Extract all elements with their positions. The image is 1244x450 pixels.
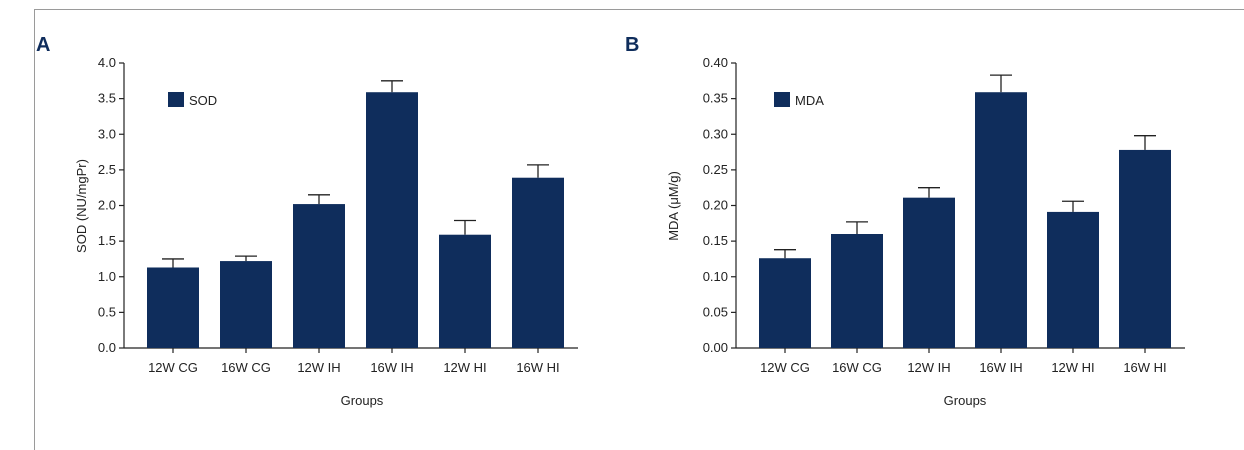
bar: [759, 258, 811, 348]
x-tick-label: 16W IH: [979, 360, 1022, 375]
y-tick-label: 1.5: [98, 233, 116, 248]
x-tick-label: 16W HI: [516, 360, 559, 375]
x-tick-label: 12W CG: [760, 360, 810, 375]
legend-label-a: SOD: [189, 93, 217, 108]
bar: [512, 177, 564, 348]
x-tick-label: 12W HI: [1051, 360, 1094, 375]
y-tick-label: 3.5: [98, 91, 116, 106]
y-tick-label: 0.5: [98, 304, 116, 319]
y-tick-label: 0.0: [98, 340, 116, 355]
y-tick-label: 3.0: [98, 126, 116, 141]
x-tick-label: 12W HI: [443, 360, 486, 375]
bar: [831, 234, 883, 348]
y-axis-title-b: MDA (μM/g): [666, 171, 681, 241]
y-tick-label: 0.25: [703, 162, 728, 177]
y-tick-label: 0.35: [703, 91, 728, 106]
x-tick-label: 16W CG: [832, 360, 882, 375]
panel-label-b: B: [625, 34, 639, 56]
y-tick-label: 0.00: [703, 340, 728, 355]
y-tick-label: 0.30: [703, 126, 728, 141]
legend-swatch-a: [168, 92, 184, 107]
x-tick-label: 12W IH: [907, 360, 950, 375]
legend-label-b: MDA: [795, 93, 824, 108]
bar: [220, 261, 272, 348]
x-tick-label: 12W CG: [148, 360, 198, 375]
x-axis-title-a: Groups: [341, 393, 384, 408]
y-tick-label: 4.0: [98, 55, 116, 70]
bar: [366, 92, 418, 349]
y-tick-label: 2.0: [98, 198, 116, 213]
chart-panel-a: A SOD (NU/mgPr) Groups SOD 0.0 0.5 1.0 1.5 2…: [36, 34, 578, 408]
bar: [903, 197, 955, 348]
bar: [293, 204, 345, 348]
frame-left-rule: [34, 9, 35, 450]
bar: [975, 92, 1027, 349]
x-tick-label: 16W CG: [221, 360, 271, 375]
legend-swatch-b: [774, 92, 790, 107]
frame-top-rule: [34, 9, 1244, 10]
panel-label-a: A: [36, 34, 50, 56]
chart-marks-a: 0.0 0.5 1.0 1.5 2.0 2.5 3.0 3.5 4.0 12W CG 16W CG 1…: [98, 55, 578, 375]
y-tick-label: 0.10: [703, 269, 728, 284]
y-tick-label: 0.05: [703, 304, 728, 319]
x-tick-label: 12W IH: [297, 360, 340, 375]
y-tick-label: 2.5: [98, 162, 116, 177]
chart-panel-b: B MDA (μM/g) Groups MDA 0.00 0.05 0.10 0.15…: [625, 34, 1185, 408]
bar: [147, 267, 199, 348]
x-tick-label: 16W HI: [1123, 360, 1166, 375]
y-tick-label: 1.0: [98, 269, 116, 284]
y-tick-label: 0.15: [703, 233, 728, 248]
x-tick-label: 16W IH: [370, 360, 413, 375]
y-tick-label: 0.20: [703, 198, 728, 213]
bar: [1047, 211, 1099, 348]
bar: [439, 234, 491, 348]
chart-marks-b: 0.00 0.05 0.10 0.15 0.20 0.25 0.30 0.35 0.40 12W …: [703, 55, 1185, 375]
y-tick-label: 0.40: [703, 55, 728, 70]
x-axis-title-b: Groups: [944, 393, 987, 408]
y-axis-title-a: SOD (NU/mgPr): [74, 159, 89, 253]
bar: [1119, 149, 1171, 348]
